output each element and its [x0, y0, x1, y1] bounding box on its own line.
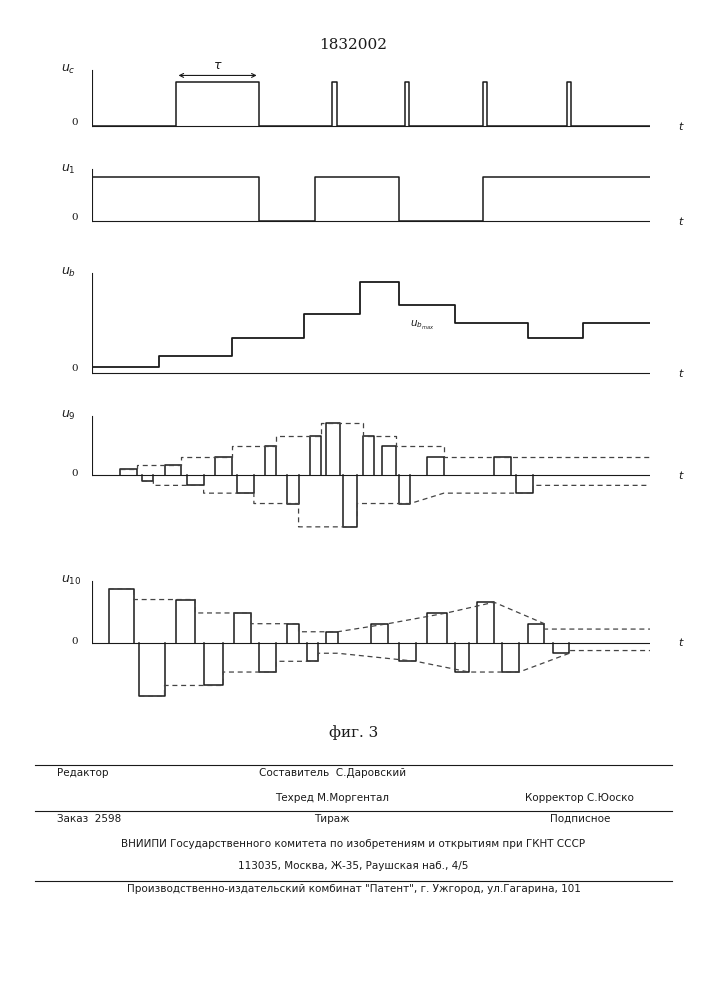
Text: $t$: $t$	[679, 120, 685, 132]
Text: 1832002: 1832002	[320, 38, 387, 52]
Text: ВНИИПИ Государственного комитета по изобретениям и открытиям при ГКНТ СССР: ВНИИПИ Государственного комитета по изоб…	[122, 839, 585, 849]
Text: $t$: $t$	[679, 469, 685, 481]
Text: Подписное: Подписное	[549, 814, 610, 824]
Text: 0: 0	[71, 470, 78, 479]
Text: $t$: $t$	[679, 637, 685, 648]
Text: $u_{b_{max}}$: $u_{b_{max}}$	[410, 319, 435, 332]
Text: 0: 0	[71, 118, 78, 127]
Text: Тираж: Тираж	[315, 814, 350, 824]
Text: 0: 0	[71, 213, 78, 222]
Text: 0: 0	[71, 364, 78, 373]
Text: $t$: $t$	[679, 367, 685, 379]
Text: Корректор С.Юоско: Корректор С.Юоско	[525, 793, 634, 803]
Text: $u_c$: $u_c$	[62, 63, 76, 76]
Text: Заказ  2598: Заказ 2598	[57, 814, 121, 824]
Text: $t$: $t$	[679, 215, 685, 227]
Text: 113035, Москва, Ж-35, Раушская наб., 4/5: 113035, Москва, Ж-35, Раушская наб., 4/5	[238, 861, 469, 871]
Text: $u_1$: $u_1$	[62, 163, 76, 176]
Text: $\tau$: $\tau$	[213, 59, 223, 72]
Text: 0: 0	[71, 637, 78, 646]
Text: $u_b$: $u_b$	[62, 266, 76, 279]
Text: $u_{10}$: $u_{10}$	[62, 574, 82, 587]
Text: Техред М.Моргентал: Техред М.Моргентал	[275, 793, 390, 803]
Text: Редактор: Редактор	[57, 768, 108, 778]
Text: $u_9$: $u_9$	[62, 409, 76, 422]
Text: Производственно-издательский комбинат "Патент", г. Ужгород, ул.Гагарина, 101: Производственно-издательский комбинат "П…	[127, 884, 580, 894]
Text: фиг. 3: фиг. 3	[329, 726, 378, 740]
Text: Составитель  С.Даровский: Составитель С.Даровский	[259, 768, 406, 778]
